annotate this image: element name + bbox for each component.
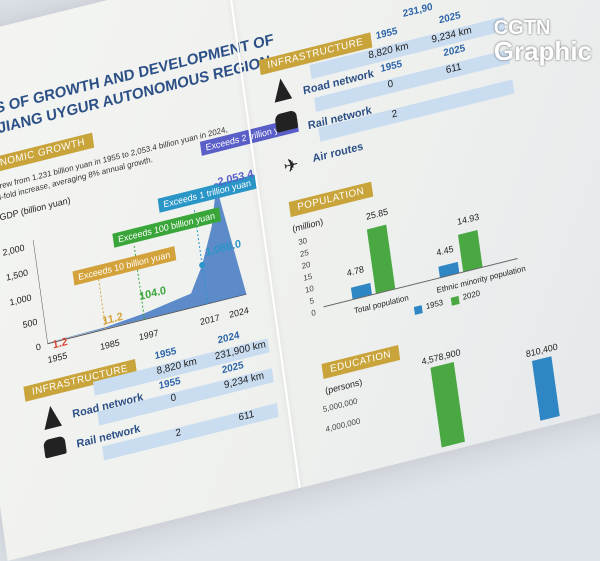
gdp-area bbox=[47, 186, 247, 343]
gdp-point-2017 bbox=[199, 261, 206, 269]
pop-tick-20: 20 bbox=[301, 259, 312, 271]
legend-swatch-2020 bbox=[450, 295, 460, 306]
gdp-y-axis bbox=[32, 240, 48, 344]
pop-tick-0: 0 bbox=[310, 307, 317, 318]
logo-bottom: Graphic bbox=[493, 36, 592, 66]
population-header: POPULATION bbox=[288, 181, 373, 218]
pop-tick-15: 15 bbox=[302, 271, 313, 283]
pop-bar-2020-0 bbox=[366, 224, 396, 294]
gdp-guide-1985 bbox=[97, 275, 107, 330]
education-header: EDUCATION bbox=[321, 345, 400, 379]
population-bar-chart bbox=[323, 224, 518, 308]
legend-swatch-1953 bbox=[413, 305, 423, 315]
infra-right-top-value: 231,90 bbox=[402, 1, 434, 20]
gdp-tick-2000: 2,000 bbox=[1, 242, 26, 258]
infra-right-rail-1955: 0 bbox=[386, 78, 394, 91]
logo-top: CGTN bbox=[493, 17, 551, 39]
legend-label-2020: 2020 bbox=[462, 288, 481, 302]
road-icon-right bbox=[271, 76, 293, 103]
airplane-icon: ✈ bbox=[282, 153, 300, 178]
pop-bar-1953-0 bbox=[350, 282, 373, 300]
pop-tick-30: 30 bbox=[297, 235, 308, 248]
edu-tick-4m: 4,000,000 bbox=[325, 416, 361, 434]
education-unit: (persons) bbox=[324, 376, 363, 396]
gdp-tick-1000: 1,000 bbox=[8, 292, 33, 308]
infra-right-air-1955: 2 bbox=[391, 108, 399, 121]
pop-tick-5: 5 bbox=[309, 295, 315, 307]
infra-bottom-year-2024: 2024 bbox=[217, 330, 241, 347]
infra-bottom-year-1955: 1955 bbox=[153, 345, 178, 363]
infra-bottom-rail-1955: 0 bbox=[169, 392, 177, 405]
train-icon bbox=[43, 435, 67, 459]
cgtn-graphic-logo: CGTN Graphic bbox=[494, 18, 592, 64]
gdp-x-axis bbox=[47, 293, 247, 345]
gdp-tick-0: 0 bbox=[35, 341, 42, 353]
edu-bar-b bbox=[531, 356, 560, 421]
gdp-tick-1500: 1,500 bbox=[5, 267, 29, 283]
infra-right-year-1955: 1955 bbox=[375, 25, 399, 43]
pop-bar-2020-1 bbox=[457, 230, 483, 273]
edu-value-b: 810,400 bbox=[525, 341, 559, 360]
road-icon bbox=[41, 403, 62, 431]
infra-right-year-2025: 2025 bbox=[438, 10, 462, 27]
edu-value-a: 4,578,900 bbox=[420, 347, 462, 367]
pop-tick-10: 10 bbox=[304, 283, 315, 295]
legend-label-1953: 1953 bbox=[425, 297, 444, 312]
infra-right-air-label: Air routes bbox=[311, 140, 365, 166]
edu-bar-a bbox=[430, 361, 465, 448]
pop-tick-25: 25 bbox=[299, 247, 310, 259]
pop-x-axis bbox=[323, 257, 518, 308]
gdp-tick-500: 500 bbox=[22, 316, 39, 331]
edu-tick-5m: 5,000,000 bbox=[322, 396, 359, 415]
